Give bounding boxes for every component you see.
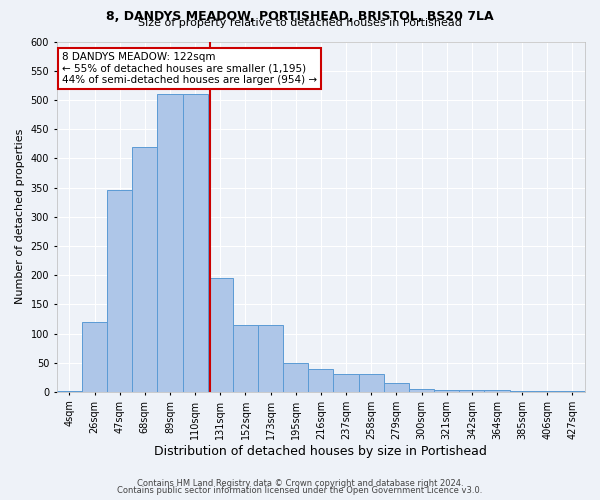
Bar	[334, 374, 359, 392]
Bar	[560, 391, 585, 392]
Bar	[107, 190, 132, 392]
Text: Size of property relative to detached houses in Portishead: Size of property relative to detached ho…	[138, 18, 462, 28]
Bar	[82, 322, 107, 392]
Bar	[208, 278, 233, 392]
Bar	[233, 325, 258, 392]
Bar	[484, 390, 509, 392]
Text: 8 DANDYS MEADOW: 122sqm
← 55% of detached houses are smaller (1,195)
44% of semi: 8 DANDYS MEADOW: 122sqm ← 55% of detache…	[62, 52, 317, 85]
Bar	[384, 383, 409, 392]
Bar	[308, 368, 334, 392]
Bar	[258, 325, 283, 392]
Bar	[359, 374, 384, 392]
Y-axis label: Number of detached properties: Number of detached properties	[15, 129, 25, 304]
Text: Contains public sector information licensed under the Open Government Licence v3: Contains public sector information licen…	[118, 486, 482, 495]
Bar	[459, 390, 484, 392]
X-axis label: Distribution of detached houses by size in Portishead: Distribution of detached houses by size …	[154, 444, 487, 458]
Bar	[283, 362, 308, 392]
Text: 8, DANDYS MEADOW, PORTISHEAD, BRISTOL, BS20 7LA: 8, DANDYS MEADOW, PORTISHEAD, BRISTOL, B…	[106, 10, 494, 23]
Bar	[182, 94, 208, 392]
Text: Contains HM Land Registry data © Crown copyright and database right 2024.: Contains HM Land Registry data © Crown c…	[137, 478, 463, 488]
Bar	[57, 391, 82, 392]
Bar	[434, 390, 459, 392]
Bar	[157, 94, 182, 392]
Bar	[132, 146, 157, 392]
Bar	[409, 389, 434, 392]
